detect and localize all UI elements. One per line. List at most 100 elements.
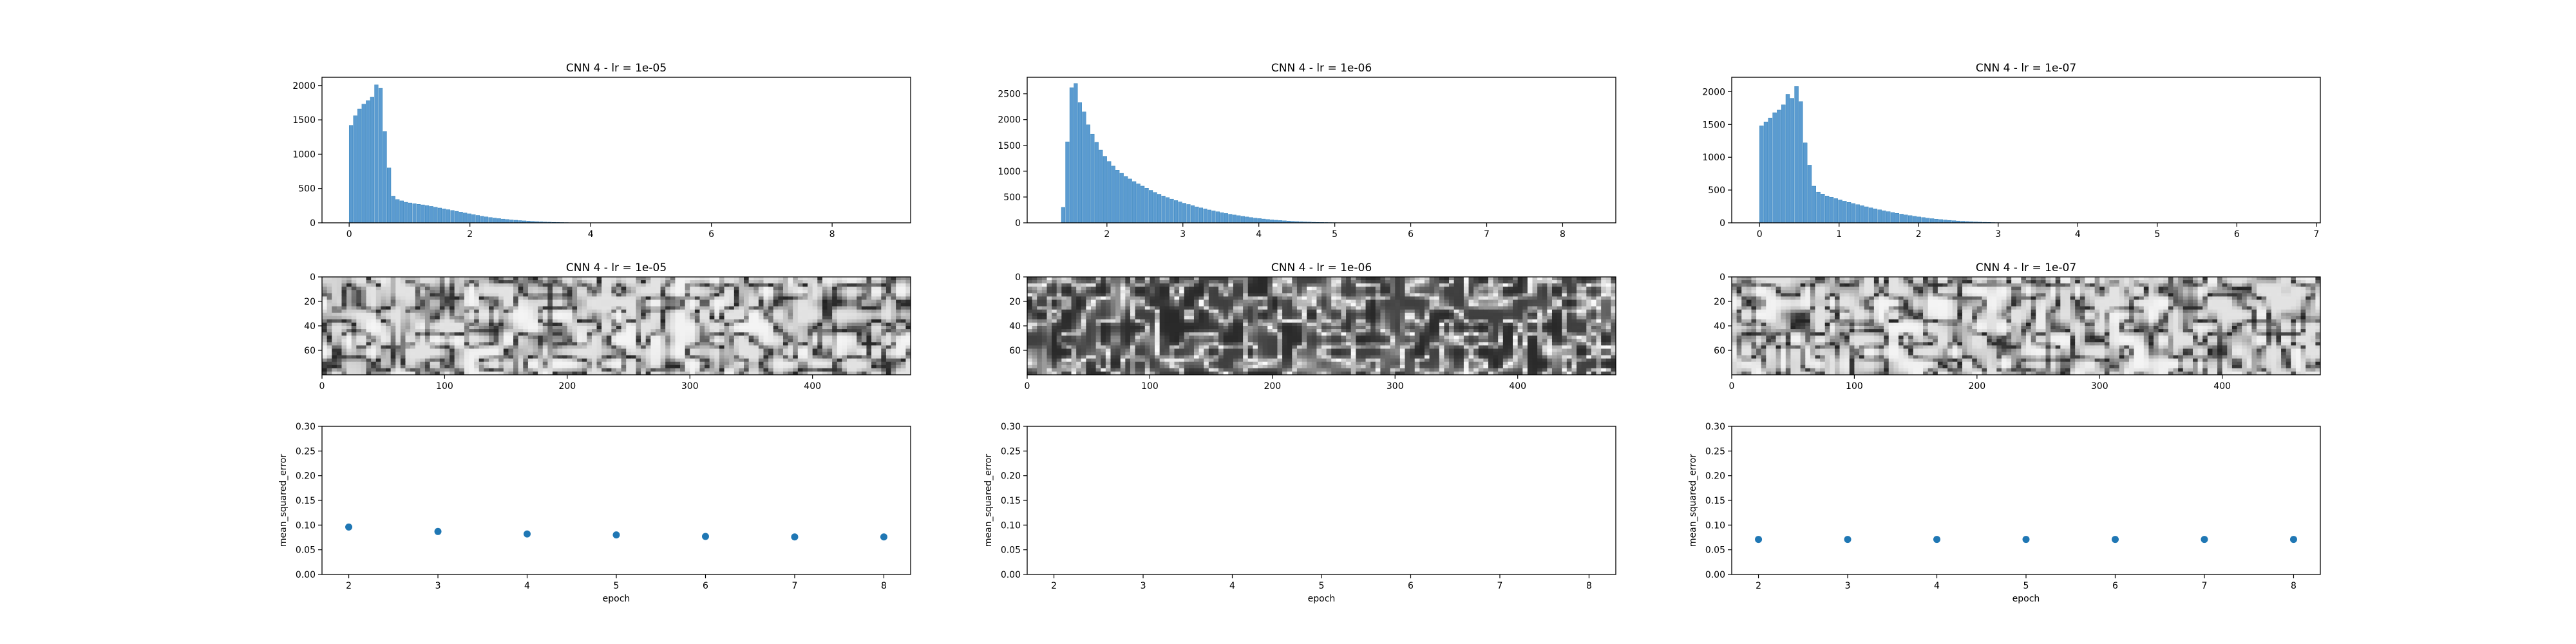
image-pixel (1253, 287, 1258, 290)
image-pixel (1331, 290, 1337, 294)
image-pixel (896, 287, 902, 290)
image-pixel (547, 358, 553, 363)
image-pixel (905, 352, 911, 356)
image-pixel (1311, 277, 1317, 281)
image-pixel (430, 296, 435, 301)
image-pixel (1502, 296, 1509, 301)
image-pixel (1243, 293, 1249, 297)
image-pixel (513, 348, 519, 353)
image-pixel (763, 287, 769, 290)
image-pixel (1424, 296, 1430, 301)
image-pixel (1247, 296, 1253, 301)
image-pixel (1189, 299, 1195, 304)
image-pixel (724, 336, 730, 339)
image-pixel (366, 345, 372, 350)
image-pixel (753, 336, 759, 339)
image-pixel (793, 339, 799, 343)
image-pixel (493, 306, 499, 310)
image-pixel (538, 329, 544, 333)
histogram-bar (408, 202, 413, 223)
image-pixel (699, 312, 705, 317)
image-pixel (636, 365, 641, 369)
image-pixel (518, 345, 524, 350)
image-pixel (552, 277, 558, 281)
image-pixel (1169, 280, 1175, 284)
image-pixel (538, 316, 544, 320)
image-pixel (415, 371, 421, 375)
image-pixel (685, 306, 690, 310)
image-pixel (1307, 280, 1312, 284)
image-pixel (905, 326, 911, 330)
image-pixel (1532, 283, 1538, 287)
image-pixel (341, 283, 347, 287)
image-pixel (454, 332, 460, 336)
image-pixel (356, 348, 362, 353)
image-pixel (1596, 296, 1602, 301)
image-pixel (1478, 290, 1484, 294)
image-pixel (837, 283, 842, 287)
image-pixel (630, 306, 637, 310)
image-pixel (817, 293, 823, 297)
image-pixel (1498, 296, 1504, 301)
image-pixel (626, 283, 632, 287)
image-pixel (857, 352, 862, 356)
image-pixel (351, 316, 357, 320)
y-tick-label: 40 (304, 321, 316, 332)
image-pixel (660, 293, 666, 297)
image-pixel (1311, 293, 1317, 297)
image-pixel (415, 322, 421, 327)
image-pixel (464, 303, 470, 307)
image-pixel (812, 287, 818, 290)
image-pixel (591, 309, 598, 314)
image-pixel (444, 326, 450, 330)
image-pixel (341, 358, 347, 363)
image-pixel (498, 287, 504, 290)
image-pixel (1238, 287, 1244, 290)
image-pixel (415, 361, 421, 366)
image-pixel (322, 287, 328, 290)
image-pixel (430, 299, 435, 304)
image-pixel (513, 280, 519, 284)
image-pixel (768, 345, 774, 350)
image-pixel (699, 332, 705, 336)
image-pixel (1243, 299, 1249, 304)
image-pixel (641, 306, 647, 310)
image-pixel (464, 299, 470, 304)
image-pixel (773, 322, 779, 327)
image-pixel (782, 336, 789, 339)
image-pixel (596, 339, 602, 343)
image-pixel (474, 299, 480, 304)
image-pixel (1150, 283, 1155, 287)
histogram-bar (1195, 206, 1199, 223)
image-pixel (336, 287, 343, 290)
image-pixel (837, 371, 842, 375)
image-pixel (881, 339, 887, 343)
histogram-bar (357, 108, 362, 223)
image-pixel (562, 368, 568, 372)
image-pixel (645, 352, 651, 356)
image-pixel (808, 348, 813, 353)
histogram-bar (1763, 122, 1768, 223)
image-pixel (748, 339, 754, 343)
image-pixel (356, 326, 362, 330)
image-pixel (1169, 290, 1175, 294)
image-pixel (729, 371, 735, 375)
image-pixel (876, 332, 882, 336)
image-pixel (493, 287, 499, 290)
image-pixel (675, 355, 681, 359)
image-pixel (386, 329, 392, 333)
image-pixel (744, 303, 750, 307)
image-pixel (366, 319, 372, 323)
image-pixel (523, 296, 529, 301)
image-pixel (837, 296, 842, 301)
image-pixel (793, 326, 799, 330)
image-pixel (734, 365, 740, 369)
image-pixel (758, 332, 764, 336)
image-pixel (474, 358, 480, 363)
image-pixel (739, 365, 744, 369)
image-pixel (322, 358, 328, 363)
image-pixel (891, 283, 896, 287)
image-pixel (621, 312, 627, 317)
image-pixel (1429, 293, 1435, 297)
image-pixel (768, 296, 774, 301)
